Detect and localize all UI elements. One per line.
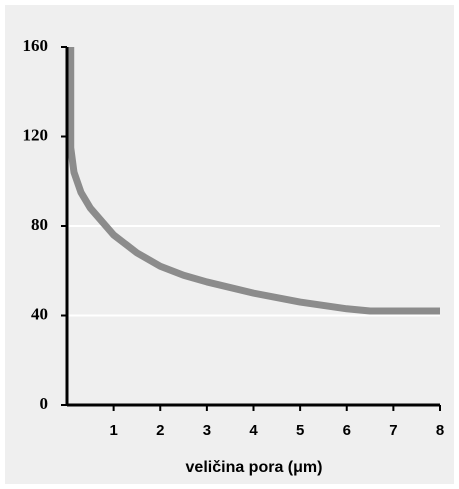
x-tick-label: 7 — [389, 422, 397, 439]
y-tick-label: 0 — [40, 394, 49, 413]
y-tick-label: 120 — [23, 125, 49, 144]
x-tick-label: 8 — [436, 422, 444, 439]
data-line — [67, 47, 440, 315]
x-tick-label: 2 — [156, 422, 164, 439]
x-tick-label: 5 — [296, 422, 304, 439]
x-tick-label: 3 — [203, 422, 211, 439]
x-tick-label: 1 — [109, 422, 117, 439]
x-tick-label: 6 — [343, 422, 351, 439]
y-tick-label: 40 — [31, 304, 48, 323]
y-tick-label: 80 — [31, 215, 48, 234]
y-tick-label: 160 — [23, 36, 49, 55]
x-tick-label: 4 — [249, 422, 258, 439]
x-axis-label: veličina pora (μm) — [186, 459, 323, 476]
